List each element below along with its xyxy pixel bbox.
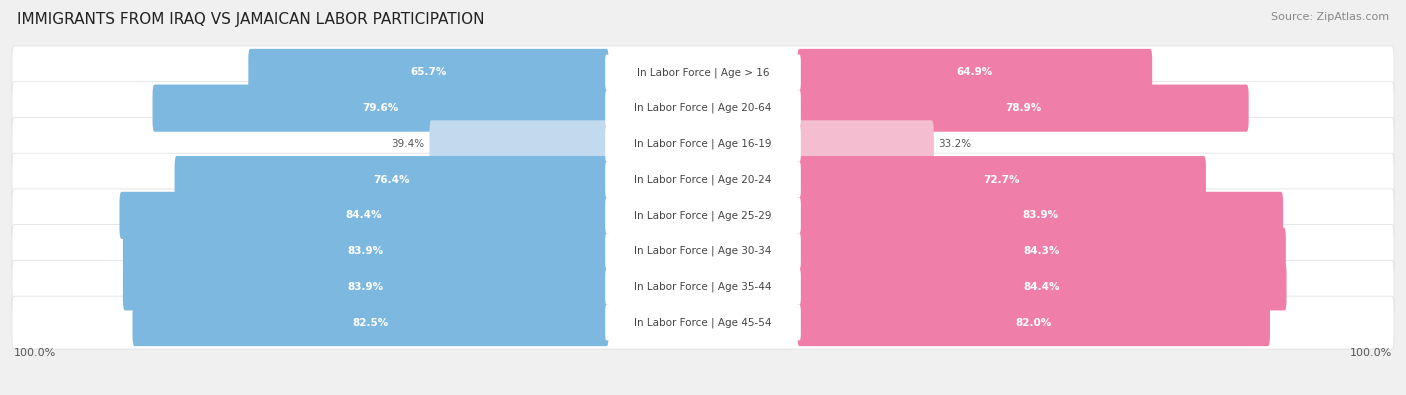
Text: 79.6%: 79.6% <box>363 103 399 113</box>
FancyBboxPatch shape <box>13 296 1393 349</box>
Text: 39.4%: 39.4% <box>391 139 425 149</box>
Text: In Labor Force | Age 20-24: In Labor Force | Age 20-24 <box>634 174 772 185</box>
FancyBboxPatch shape <box>797 299 1270 346</box>
Text: 82.5%: 82.5% <box>353 318 388 327</box>
FancyBboxPatch shape <box>797 156 1206 203</box>
FancyBboxPatch shape <box>797 120 934 167</box>
Text: In Labor Force | Age > 16: In Labor Force | Age > 16 <box>637 67 769 78</box>
Text: 83.9%: 83.9% <box>347 282 384 292</box>
FancyBboxPatch shape <box>797 49 1152 96</box>
FancyBboxPatch shape <box>605 90 801 126</box>
Text: 82.0%: 82.0% <box>1015 318 1052 327</box>
FancyBboxPatch shape <box>152 85 609 132</box>
FancyBboxPatch shape <box>797 263 1286 310</box>
FancyBboxPatch shape <box>605 126 801 162</box>
Text: 72.7%: 72.7% <box>983 175 1019 184</box>
FancyBboxPatch shape <box>13 189 1393 242</box>
Text: 83.9%: 83.9% <box>347 246 384 256</box>
FancyBboxPatch shape <box>122 228 609 275</box>
Text: 100.0%: 100.0% <box>14 348 56 357</box>
FancyBboxPatch shape <box>13 153 1393 206</box>
FancyBboxPatch shape <box>429 120 609 167</box>
FancyBboxPatch shape <box>13 82 1393 135</box>
Text: In Labor Force | Age 30-34: In Labor Force | Age 30-34 <box>634 246 772 256</box>
FancyBboxPatch shape <box>132 299 609 346</box>
FancyBboxPatch shape <box>174 156 609 203</box>
FancyBboxPatch shape <box>605 55 801 90</box>
Text: 84.4%: 84.4% <box>1024 282 1060 292</box>
FancyBboxPatch shape <box>605 198 801 233</box>
FancyBboxPatch shape <box>797 228 1286 275</box>
FancyBboxPatch shape <box>605 269 801 305</box>
Text: 83.9%: 83.9% <box>1022 211 1059 220</box>
Text: 78.9%: 78.9% <box>1005 103 1040 113</box>
FancyBboxPatch shape <box>13 260 1393 313</box>
FancyBboxPatch shape <box>605 305 801 340</box>
Text: In Labor Force | Age 25-29: In Labor Force | Age 25-29 <box>634 210 772 221</box>
Text: 64.9%: 64.9% <box>956 68 993 77</box>
Text: In Labor Force | Age 45-54: In Labor Force | Age 45-54 <box>634 317 772 328</box>
Text: 84.4%: 84.4% <box>346 211 382 220</box>
Text: In Labor Force | Age 16-19: In Labor Force | Age 16-19 <box>634 139 772 149</box>
Text: 84.3%: 84.3% <box>1024 246 1060 256</box>
Text: In Labor Force | Age 35-44: In Labor Force | Age 35-44 <box>634 282 772 292</box>
Text: 76.4%: 76.4% <box>374 175 411 184</box>
Text: 33.2%: 33.2% <box>939 139 972 149</box>
Text: 65.7%: 65.7% <box>411 68 447 77</box>
FancyBboxPatch shape <box>120 192 609 239</box>
FancyBboxPatch shape <box>13 117 1393 170</box>
FancyBboxPatch shape <box>605 162 801 198</box>
Text: Source: ZipAtlas.com: Source: ZipAtlas.com <box>1271 12 1389 22</box>
FancyBboxPatch shape <box>605 233 801 269</box>
Text: 100.0%: 100.0% <box>1350 348 1392 357</box>
FancyBboxPatch shape <box>797 85 1249 132</box>
FancyBboxPatch shape <box>122 263 609 310</box>
Text: In Labor Force | Age 20-64: In Labor Force | Age 20-64 <box>634 103 772 113</box>
FancyBboxPatch shape <box>249 49 609 96</box>
FancyBboxPatch shape <box>797 192 1284 239</box>
FancyBboxPatch shape <box>13 46 1393 99</box>
Text: IMMIGRANTS FROM IRAQ VS JAMAICAN LABOR PARTICIPATION: IMMIGRANTS FROM IRAQ VS JAMAICAN LABOR P… <box>17 12 485 27</box>
FancyBboxPatch shape <box>13 225 1393 278</box>
